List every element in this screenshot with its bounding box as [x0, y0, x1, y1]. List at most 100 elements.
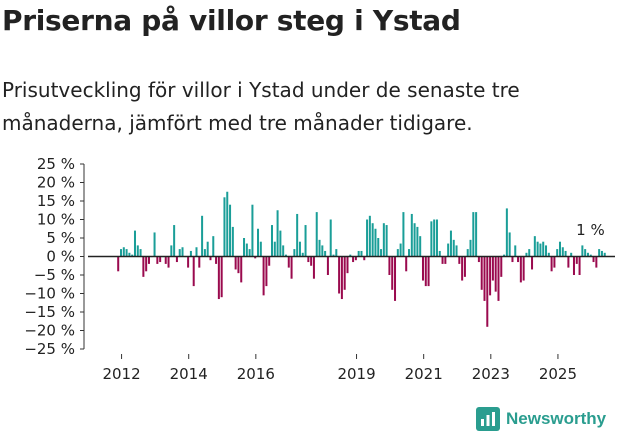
bar-series: [117, 191, 606, 327]
bar-chart-logo-icon: [476, 407, 500, 431]
brand-logo[interactable]: Newsworthy: [476, 407, 606, 431]
bar: [209, 256, 212, 261]
bar: [128, 252, 131, 257]
bar: [592, 256, 595, 263]
bar: [234, 256, 237, 270]
bar: [525, 252, 528, 257]
bar: [310, 256, 313, 266]
bar: [547, 252, 550, 257]
bar: [167, 256, 170, 268]
bar: [399, 243, 402, 257]
bar: [421, 256, 424, 281]
bar: [335, 249, 338, 257]
bar: [441, 256, 444, 264]
bar: [517, 256, 520, 263]
bar: [189, 250, 192, 257]
bar: [600, 250, 603, 257]
bar: [558, 241, 561, 257]
bar: [489, 256, 492, 296]
bar: [259, 241, 262, 257]
bar: [380, 249, 383, 257]
bar: [315, 212, 318, 257]
bar: [433, 219, 436, 257]
bar: [475, 212, 478, 257]
bar: [349, 254, 352, 257]
bar: [564, 250, 567, 257]
bar: [279, 230, 282, 257]
bar: [586, 252, 589, 257]
x-tick-label: 2025: [539, 365, 577, 380]
x-tick-label: 2023: [472, 365, 510, 380]
bar: [598, 249, 601, 257]
bar: [581, 245, 584, 257]
bar: [178, 249, 181, 257]
bar: [248, 249, 251, 257]
bar: [477, 256, 480, 263]
bar: [301, 252, 304, 257]
bar: [276, 210, 279, 257]
bar: [550, 256, 553, 272]
bar: [413, 223, 416, 257]
y-tick-label: −20 %: [24, 322, 75, 340]
bar: [505, 208, 508, 257]
bar: [377, 238, 380, 257]
bar: [533, 236, 536, 257]
y-tick-label: 0 %: [46, 248, 75, 266]
bar: [346, 256, 349, 274]
x-tick-label: 2016: [237, 365, 275, 380]
bar: [528, 249, 531, 257]
x-tick-label: 2021: [405, 365, 443, 380]
bar: [396, 249, 399, 257]
bar: [287, 256, 290, 268]
y-tick-label: 25 %: [37, 155, 75, 173]
bar: [145, 256, 148, 272]
bar: [371, 223, 374, 257]
bar: [304, 225, 307, 257]
bar: [449, 230, 452, 257]
bar: [282, 245, 285, 257]
bar: [419, 236, 422, 257]
bar: [444, 256, 447, 264]
bar: [120, 249, 123, 257]
bar: [472, 212, 475, 257]
bar: [153, 232, 156, 257]
bar: [195, 247, 198, 257]
bar: [508, 232, 511, 257]
bar: [366, 219, 369, 257]
bar: [229, 204, 232, 257]
bar: [296, 213, 299, 257]
bar: [519, 256, 522, 283]
bar: [458, 256, 461, 264]
bar: [164, 256, 167, 264]
bar: [553, 256, 556, 268]
bar: [491, 256, 494, 281]
bar: [338, 256, 341, 294]
bar: [245, 243, 248, 257]
bar: [142, 256, 145, 277]
bar: [215, 256, 218, 264]
bar: [511, 256, 514, 263]
bar: [312, 256, 315, 279]
bar: [257, 228, 260, 257]
x-axis: 2012 2014 2016 2019 2021 2023 2025: [102, 354, 577, 380]
bar: [270, 225, 273, 257]
bar: [363, 256, 366, 261]
bar: [251, 204, 254, 257]
bar: [522, 256, 525, 281]
price-change-chart: 25 %20 %15 %10 %5 %0 %−5 %−10 %−15 %−20 …: [24, 155, 615, 380]
bar: [374, 228, 377, 257]
bar: [461, 256, 464, 281]
chart-title: Priserna på villor steg i Ystad: [2, 4, 461, 37]
bar: [206, 241, 209, 257]
y-tick-label: −15 %: [24, 303, 75, 321]
bar: [187, 256, 190, 268]
bar: [217, 256, 220, 300]
y-tick-label: −5 %: [34, 266, 75, 284]
bar: [430, 221, 433, 257]
bar: [125, 249, 128, 257]
bar: [290, 256, 293, 279]
bar: [410, 213, 413, 257]
bar: [416, 226, 419, 257]
bar: [360, 250, 363, 257]
bar: [408, 249, 411, 257]
